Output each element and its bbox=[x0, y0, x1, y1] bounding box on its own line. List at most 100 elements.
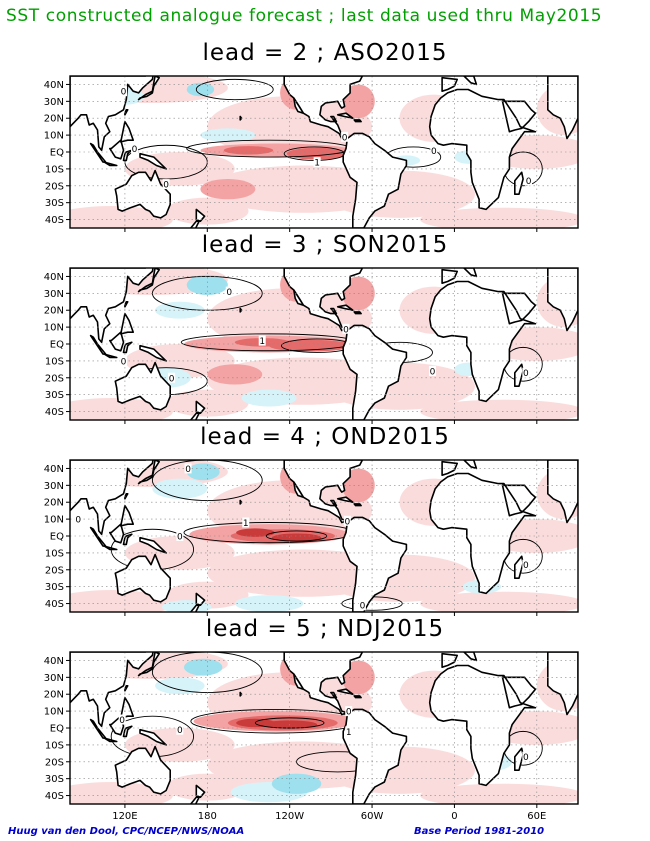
cool-anomaly-region bbox=[155, 301, 205, 319]
longitude-axis bbox=[124, 420, 538, 424]
longitude-tick-label: 60W bbox=[361, 811, 384, 822]
contour-value-label: 0 bbox=[342, 133, 348, 143]
contour-label-backing bbox=[341, 131, 349, 142]
latitude-tick-label: 20N bbox=[44, 498, 64, 509]
latitude-tick-label: 10S bbox=[45, 356, 64, 367]
cool-anomaly-region bbox=[183, 658, 223, 676]
contour-label-backing bbox=[242, 517, 250, 528]
latitude-tick-label: 20S bbox=[45, 373, 64, 384]
latitude-tick-label: 30N bbox=[44, 673, 64, 684]
contour-value-label: 0 bbox=[132, 145, 138, 155]
contour-label-backing bbox=[168, 372, 176, 383]
contour-value-label: 0 bbox=[431, 147, 437, 157]
latitude-tick-label: EQ bbox=[50, 148, 64, 159]
latitude-tick-label: 30N bbox=[44, 481, 64, 492]
latitude-tick-label: EQ bbox=[50, 724, 64, 735]
contour-value-label: 0 bbox=[526, 177, 532, 187]
contour-label-backing bbox=[184, 463, 192, 474]
map-panel-lead-4: 0 1 0 0 0 0 0 40N 30N 20N 10N EQ 10S 20S 30S 40S bbox=[44, 459, 579, 616]
latitude-tick-label: 20N bbox=[44, 306, 64, 317]
warm-anomaly-region bbox=[420, 783, 578, 804]
latitude-tick-label: 10S bbox=[45, 548, 64, 559]
latitude-tick-label: 30S bbox=[45, 582, 64, 593]
latitude-axis-labels: 40N 30N 20N 10N EQ 10S 20S 30S 40S bbox=[44, 656, 70, 802]
latitude-tick-label: 10N bbox=[44, 131, 64, 142]
latitude-tick-label: 40S bbox=[45, 791, 64, 802]
latitude-tick-label: EQ bbox=[50, 532, 64, 543]
panel-title-lead-2: lead = 2 ; ASO2015 bbox=[202, 40, 448, 66]
contour-label-backing bbox=[525, 175, 533, 186]
cool-anomaly-region bbox=[241, 389, 297, 407]
contour-label-backing bbox=[176, 724, 184, 735]
latitude-axis-labels: 40N 30N 20N 10N EQ 10S 20S 30S 40S bbox=[44, 80, 70, 226]
warm-anomaly-region bbox=[70, 206, 173, 228]
latitude-tick-label: 30S bbox=[45, 198, 64, 209]
contour-value-label: 0 bbox=[121, 357, 127, 367]
contour-label-backing bbox=[428, 366, 436, 377]
contour-label-backing bbox=[345, 726, 353, 737]
contour-label-backing bbox=[430, 145, 438, 156]
warm-anomaly-region bbox=[70, 590, 173, 612]
figure-title: SST constructed analogue forecast ; last… bbox=[6, 6, 603, 26]
longitude-tick-label: 60E bbox=[527, 811, 546, 822]
contour-value-label: 1 bbox=[346, 728, 352, 738]
contour-value-label: 0 bbox=[177, 533, 183, 543]
warm-anomaly-region bbox=[420, 207, 578, 228]
contour-value-label: 0 bbox=[169, 374, 175, 384]
continent-landmass bbox=[70, 652, 578, 804]
contour-value-label: 0 bbox=[119, 716, 125, 726]
contour-label-backing bbox=[162, 179, 170, 190]
latitude-tick-label: 10S bbox=[45, 164, 64, 175]
footer-base-period: Base Period 1981-2010 bbox=[414, 826, 545, 837]
contour-value-labels: 0 1 0 0 0 0 0 bbox=[74, 463, 530, 612]
contour-value-label: 0 bbox=[346, 708, 352, 718]
contour-label-backing bbox=[343, 515, 351, 526]
warm-anomaly-region bbox=[236, 528, 275, 537]
contour-value-label: 1 bbox=[259, 337, 265, 347]
panel-title-lead-4: lead = 4 ; OND2015 bbox=[200, 424, 450, 450]
cool-anomaly-region bbox=[186, 463, 220, 481]
contour-value-label: 0 bbox=[523, 369, 529, 379]
contour-value-label: 0 bbox=[523, 561, 529, 571]
longitude-axis: 120E 180 120W 60W 0 60E bbox=[112, 804, 546, 822]
longitude-axis bbox=[124, 228, 538, 232]
warm-anomaly-region bbox=[223, 146, 274, 155]
warm-anomaly-region bbox=[420, 399, 578, 420]
latitude-tick-label: 40S bbox=[45, 599, 64, 610]
map-gridlines bbox=[70, 652, 578, 804]
map-panel-lead-2: 0 0 0 1 0 0 0 40N 30N 20N 10N EQ 10S 20S 30S 40S bbox=[44, 75, 579, 232]
latitude-tick-label: 30S bbox=[45, 390, 64, 401]
contour-label-backing bbox=[522, 751, 530, 762]
contour-label-backing bbox=[258, 335, 266, 346]
contour-value-label: 0 bbox=[360, 602, 366, 612]
cool-anomaly-region bbox=[271, 773, 322, 794]
longitude-tick-label: 120W bbox=[275, 811, 304, 822]
warm-anomaly-region bbox=[70, 782, 173, 804]
contour-label-backing bbox=[522, 367, 530, 378]
contour-label-backing bbox=[345, 706, 353, 717]
latitude-tick-label: 40N bbox=[44, 464, 64, 475]
latitude-tick-label: 40N bbox=[44, 656, 64, 667]
longitude-tick-label: 120E bbox=[112, 811, 137, 822]
contour-label-backing bbox=[313, 157, 321, 168]
contour-value-label: 0 bbox=[177, 726, 183, 736]
contour-value-label: 0 bbox=[430, 368, 436, 378]
latitude-tick-label: 30N bbox=[44, 97, 64, 108]
contour-value-label: 0 bbox=[344, 517, 350, 527]
latitude-tick-label: 10N bbox=[44, 707, 64, 718]
contour-label-backing bbox=[358, 600, 366, 611]
map-gridlines bbox=[70, 268, 578, 420]
contour-line bbox=[195, 78, 274, 101]
cool-anomaly-region bbox=[186, 274, 228, 296]
contour-label-backing bbox=[120, 355, 128, 366]
warm-anomaly-region bbox=[70, 398, 173, 420]
footer-credit: Huug van den Dool, CPC/NCEP/NWS/NOAA bbox=[8, 826, 245, 837]
latitude-tick-label: 10N bbox=[44, 515, 64, 526]
map-panel-lead-3: 0 1 0 0 0 0 0 40N 30N 20N 10N EQ 10S 20S 30S 40S bbox=[44, 267, 579, 424]
contour-label-backing bbox=[131, 143, 139, 154]
contour-value-label: 1 bbox=[314, 159, 320, 169]
contour-value-label: 0 bbox=[523, 753, 529, 763]
